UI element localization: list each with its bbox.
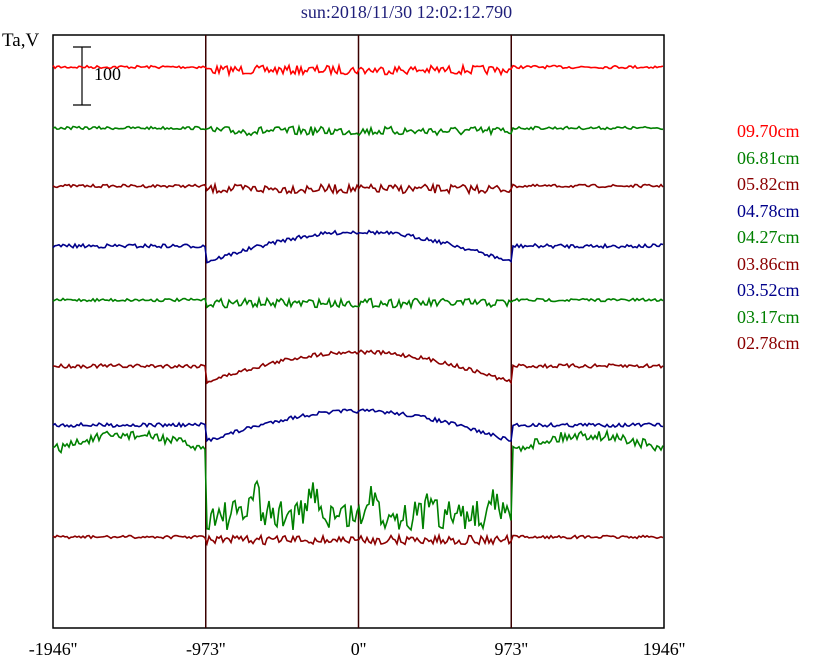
legend-entry: 03.17cm: [737, 306, 800, 327]
legend-entry: 09.70cm: [737, 121, 800, 141]
x-tick-label: 1946'': [643, 639, 686, 659]
x-tick-label: 0'': [351, 639, 367, 659]
series-line: [52, 229, 664, 264]
legend-entry: 02.78cm: [737, 333, 800, 353]
series-line: [52, 62, 664, 78]
legend-entry: 04.27cm: [737, 227, 800, 247]
legend-entry: 03.86cm: [737, 253, 800, 274]
series-line: [52, 408, 664, 443]
series-line: [52, 428, 664, 532]
legend-entry: 04.78cm: [737, 200, 800, 221]
x-tick-label: -1946'': [29, 639, 77, 659]
x-tick-label: 973'': [495, 639, 529, 659]
series-line: [52, 532, 664, 547]
y-axis-label: Ta,V: [2, 30, 40, 51]
chart-title: sun:2018/11/30 12:02:12.790: [300, 2, 513, 22]
legend-entry: 06.81cm: [737, 147, 800, 168]
legend: 09.70cm 06.81cm 05.82cm 04.78cm 04.27cm 03.86…: [737, 118, 800, 357]
legend-entry: 03.52cm: [737, 280, 800, 300]
legend-entry: 05.82cm: [737, 174, 800, 194]
series-line: [52, 349, 664, 386]
series-line: [52, 124, 664, 137]
series-line: [52, 181, 664, 196]
series-line: [52, 295, 664, 311]
x-tick-label: -973'': [186, 639, 225, 659]
